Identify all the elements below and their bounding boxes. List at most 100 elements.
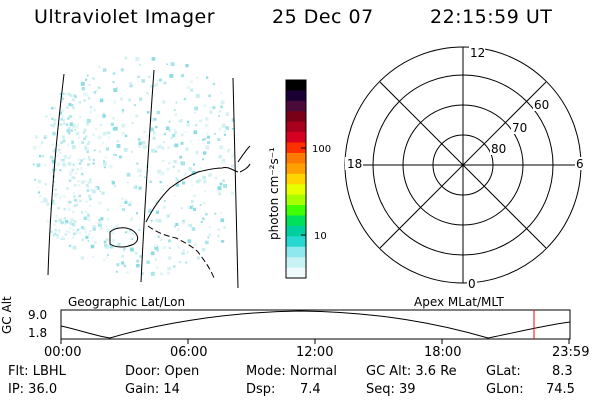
emission-speck [51,107,54,110]
emission-speck [205,117,209,121]
colorbar-band [286,257,306,269]
emission-speck [219,145,224,150]
emission-speck [111,179,114,183]
emission-speck [158,228,161,231]
emission-speck [193,130,198,135]
emission-speck [188,224,192,228]
emission-speck [217,234,220,237]
emission-speck [223,130,226,133]
colorbar-band [286,142,306,154]
emission-speck [61,97,65,100]
emission-speck [51,117,54,121]
emission-speck [217,138,221,141]
emission-speck [139,174,142,177]
emission-speck [103,240,107,244]
colorbar-band [286,246,306,258]
emission-speck [144,176,146,178]
emission-speck [222,159,226,163]
emission-speck [116,144,121,148]
emission-speck [155,146,158,149]
altitude-curve [60,310,571,339]
emission-speck [62,135,65,138]
emission-speck [101,141,105,145]
polar-diagonal [379,81,547,249]
emission-speck [80,211,84,214]
emission-speck [71,104,74,107]
emission-speck [83,99,86,102]
emission-speck [79,199,82,203]
emission-speck [86,122,89,126]
emission-speck [53,118,57,122]
emission-speck [157,169,162,174]
emission-speck [71,228,75,232]
emission-speck [75,203,79,207]
emission-speck [212,82,216,86]
emission-speck [68,220,71,223]
emission-speck [169,73,174,78]
emission-speck [52,125,55,128]
emission-speck [56,234,59,237]
emission-speck [80,256,85,260]
emission-speck [99,123,102,126]
emission-speck [220,218,225,223]
timeline-y-min: 1.8 [28,326,48,340]
emission-speck [180,74,184,78]
emission-speck [195,150,199,155]
emission-speck [70,218,74,222]
emission-speck [112,226,116,230]
colorbar-band [286,236,306,248]
emission-speck [124,231,127,234]
emission-speck [103,162,107,166]
emission-speck [173,265,176,268]
emission-speck [71,222,75,226]
emission-speck [68,103,71,106]
emission-speck [223,240,225,243]
emission-speck [129,84,133,88]
emission-speck [59,169,62,172]
emission-speck [44,183,47,186]
emission-speck [72,106,75,110]
emission-speck [60,141,63,144]
status-glon-label: GLon: [486,382,524,397]
emission-speck [182,181,186,185]
emission-speck [231,153,236,158]
emission-speck [62,119,65,122]
emission-speck [231,128,234,130]
polar-label-70: 70 [512,121,527,135]
emission-speck [98,65,101,69]
emission-speck [93,108,97,112]
timeline-y-max: 9.0 [28,308,48,322]
emission-speck [225,112,230,116]
emission-speck [86,185,90,189]
emission-speck [72,245,77,250]
emission-speck [84,145,88,149]
emission-speck [75,131,80,136]
emission-speck [108,164,113,169]
emission-speck [158,78,163,82]
emission-speck [139,255,142,258]
emission-speck [169,212,172,215]
emission-speck [175,177,178,180]
emission-speck [136,162,139,165]
emission-speck [76,167,80,171]
emission-speck [37,186,39,189]
emission-speck [81,238,84,242]
emission-speck [85,135,88,138]
emission-speck [225,126,229,130]
emission-speck [112,81,115,84]
emission-speck [92,162,95,165]
emission-speck [174,195,176,197]
emission-speck [49,207,51,210]
emission-speck [147,209,152,213]
emission-speck [107,254,109,256]
emission-speck [116,263,120,267]
emission-speck [105,147,109,151]
emission-speck [106,131,110,134]
emission-speck [92,133,95,136]
emission-speck [196,256,200,260]
emission-speck [204,190,206,193]
emission-speck [65,106,69,109]
emission-speck [208,94,211,98]
emission-speck [71,176,74,179]
